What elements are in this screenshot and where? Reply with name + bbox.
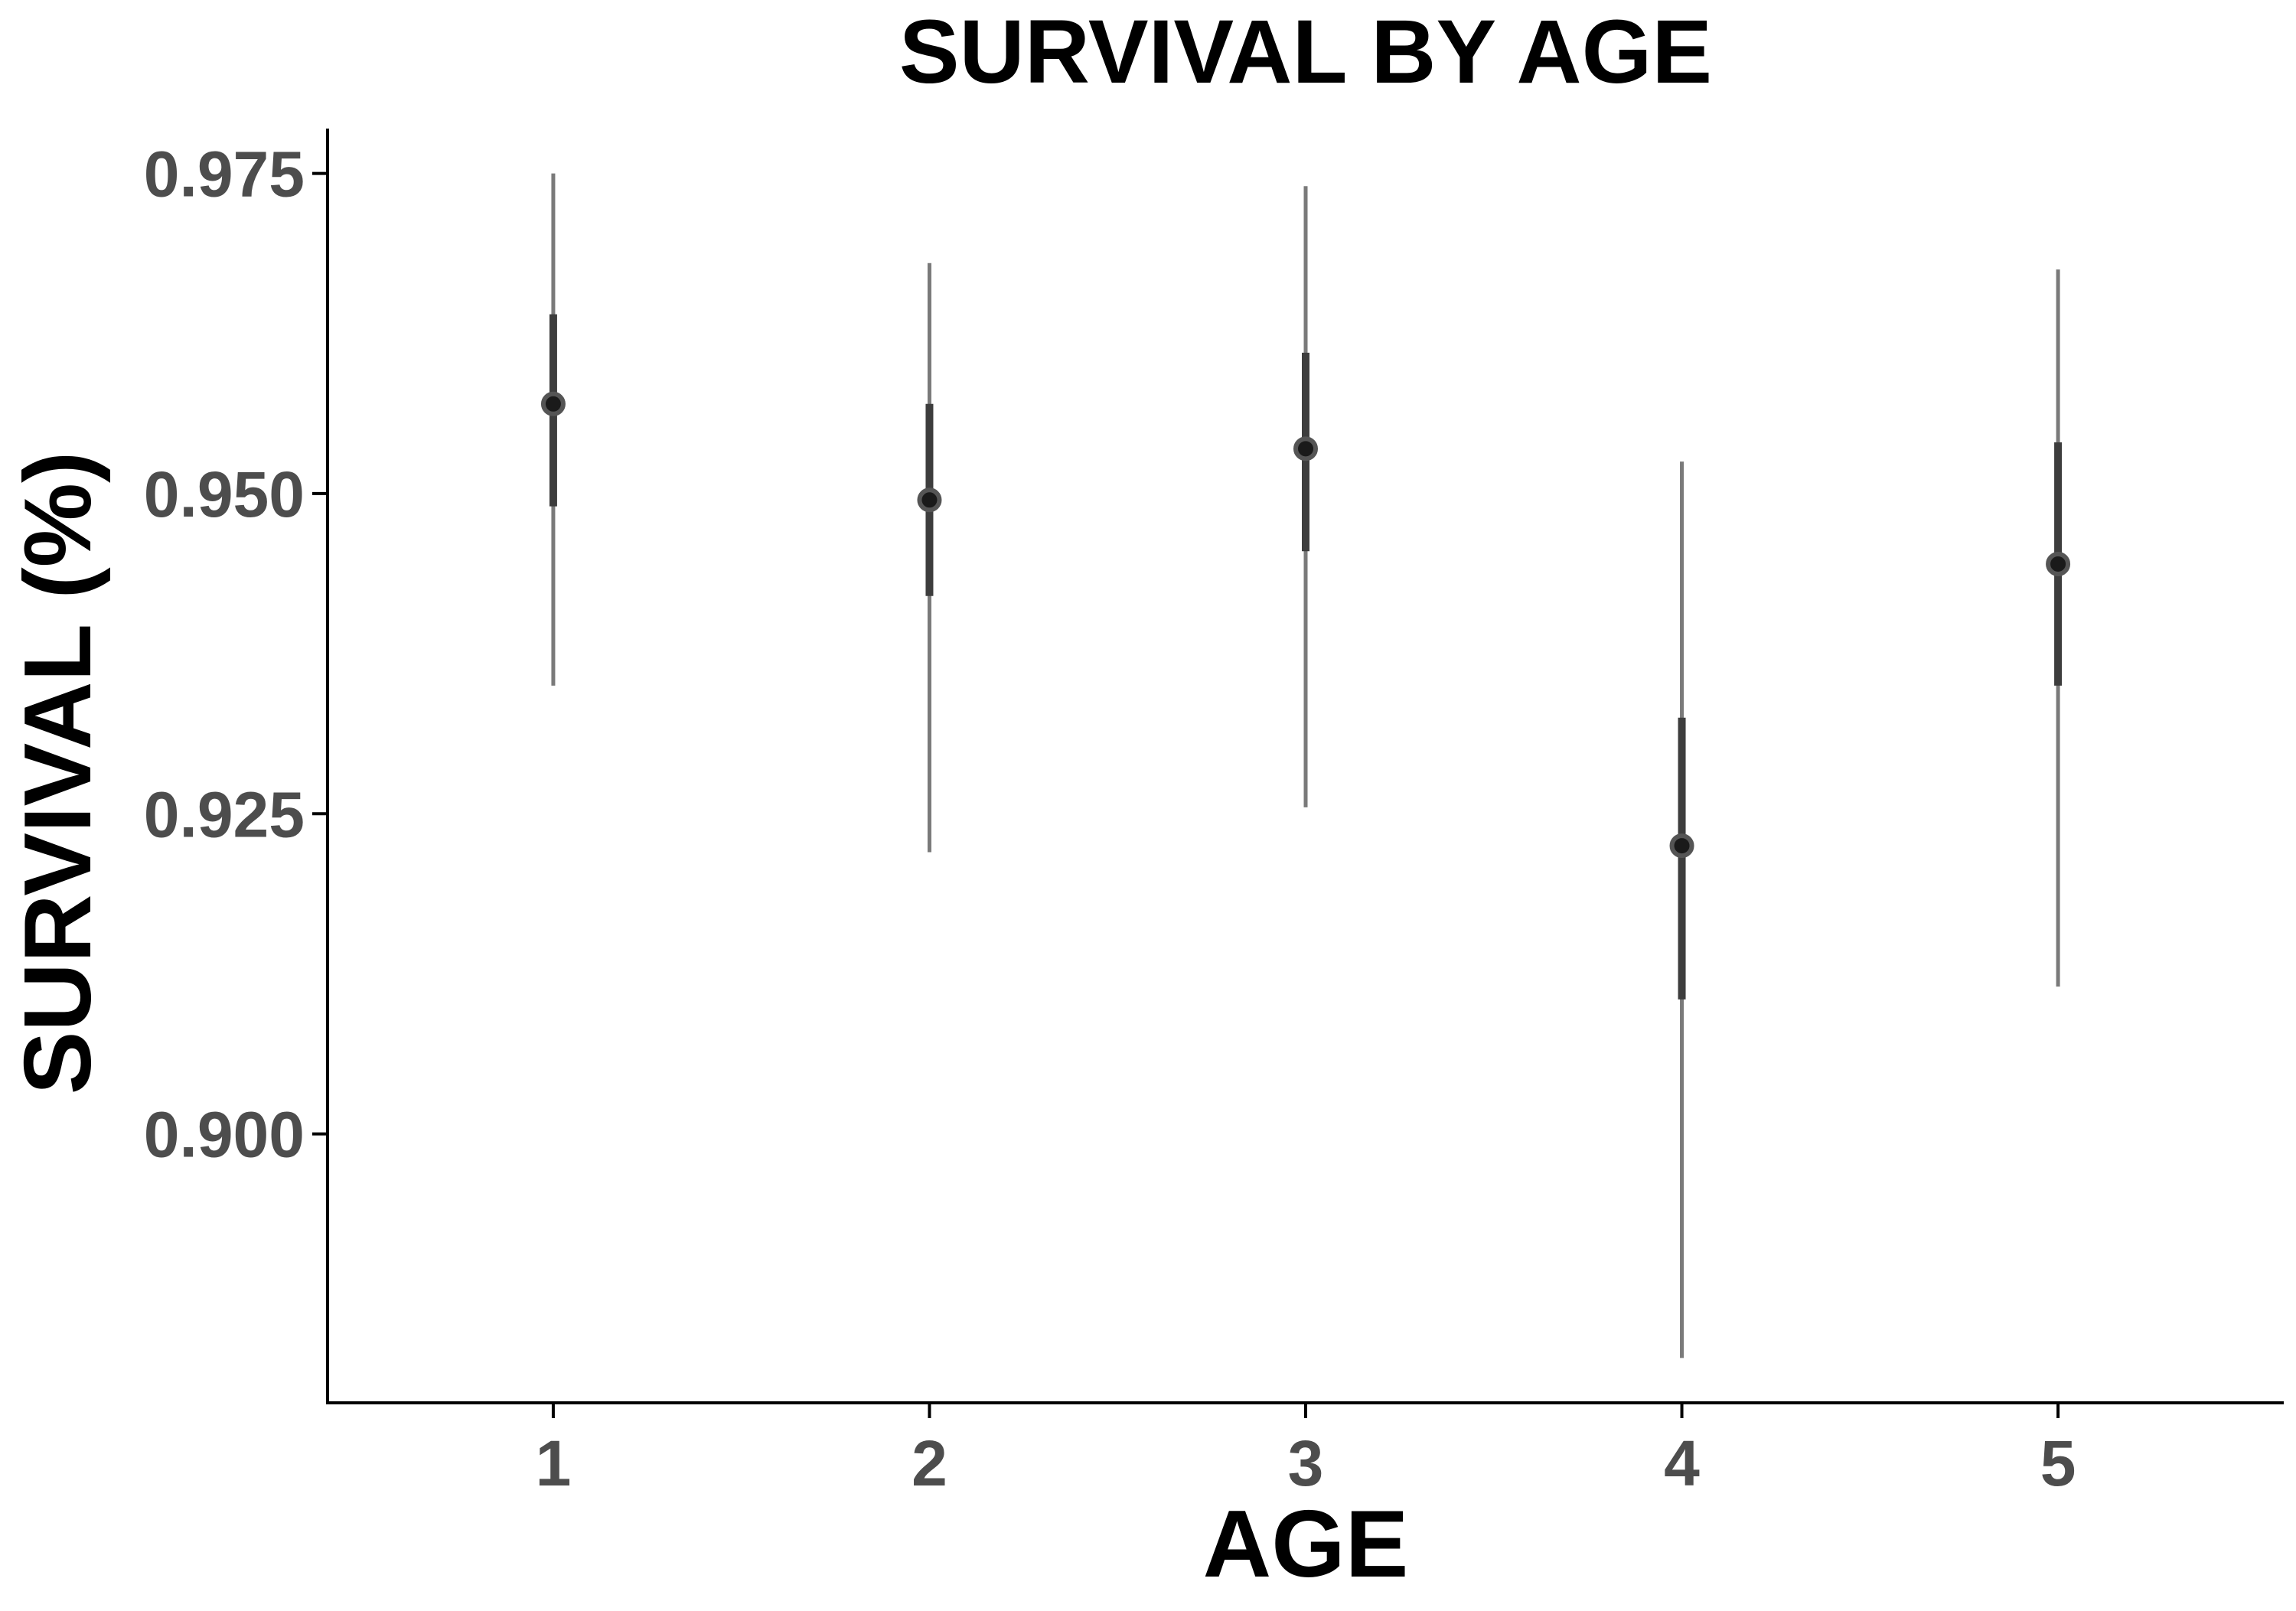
x-tick-label: 1	[536, 1427, 572, 1499]
chart-title: SURVIVAL BY AGE	[899, 2, 1712, 103]
data-point	[540, 391, 566, 416]
y-tick-label: 0.900	[144, 1099, 305, 1171]
x-tick-label: 4	[1664, 1427, 1700, 1499]
data-point	[1293, 436, 1318, 461]
data-point	[1669, 833, 1694, 859]
y-tick-label: 0.925	[144, 778, 305, 850]
data-marks	[540, 173, 2071, 1358]
x-tick-label: 3	[1288, 1427, 1324, 1499]
x-axis-label: AGE	[1203, 1492, 1409, 1597]
data-point	[917, 488, 942, 513]
x-ticks: 1 2 3 4 5	[536, 1403, 2076, 1499]
data-point	[2046, 551, 2071, 576]
x-tick-label: 2	[912, 1427, 947, 1499]
x-tick-label: 5	[2040, 1427, 2076, 1499]
y-ticks: 0.900 0.925 0.950 0.975	[144, 139, 328, 1171]
y-tick-label: 0.975	[144, 139, 305, 210]
y-tick-label: 0.950	[144, 458, 305, 530]
y-axis-label: SURVIVAL (%)	[5, 452, 111, 1095]
